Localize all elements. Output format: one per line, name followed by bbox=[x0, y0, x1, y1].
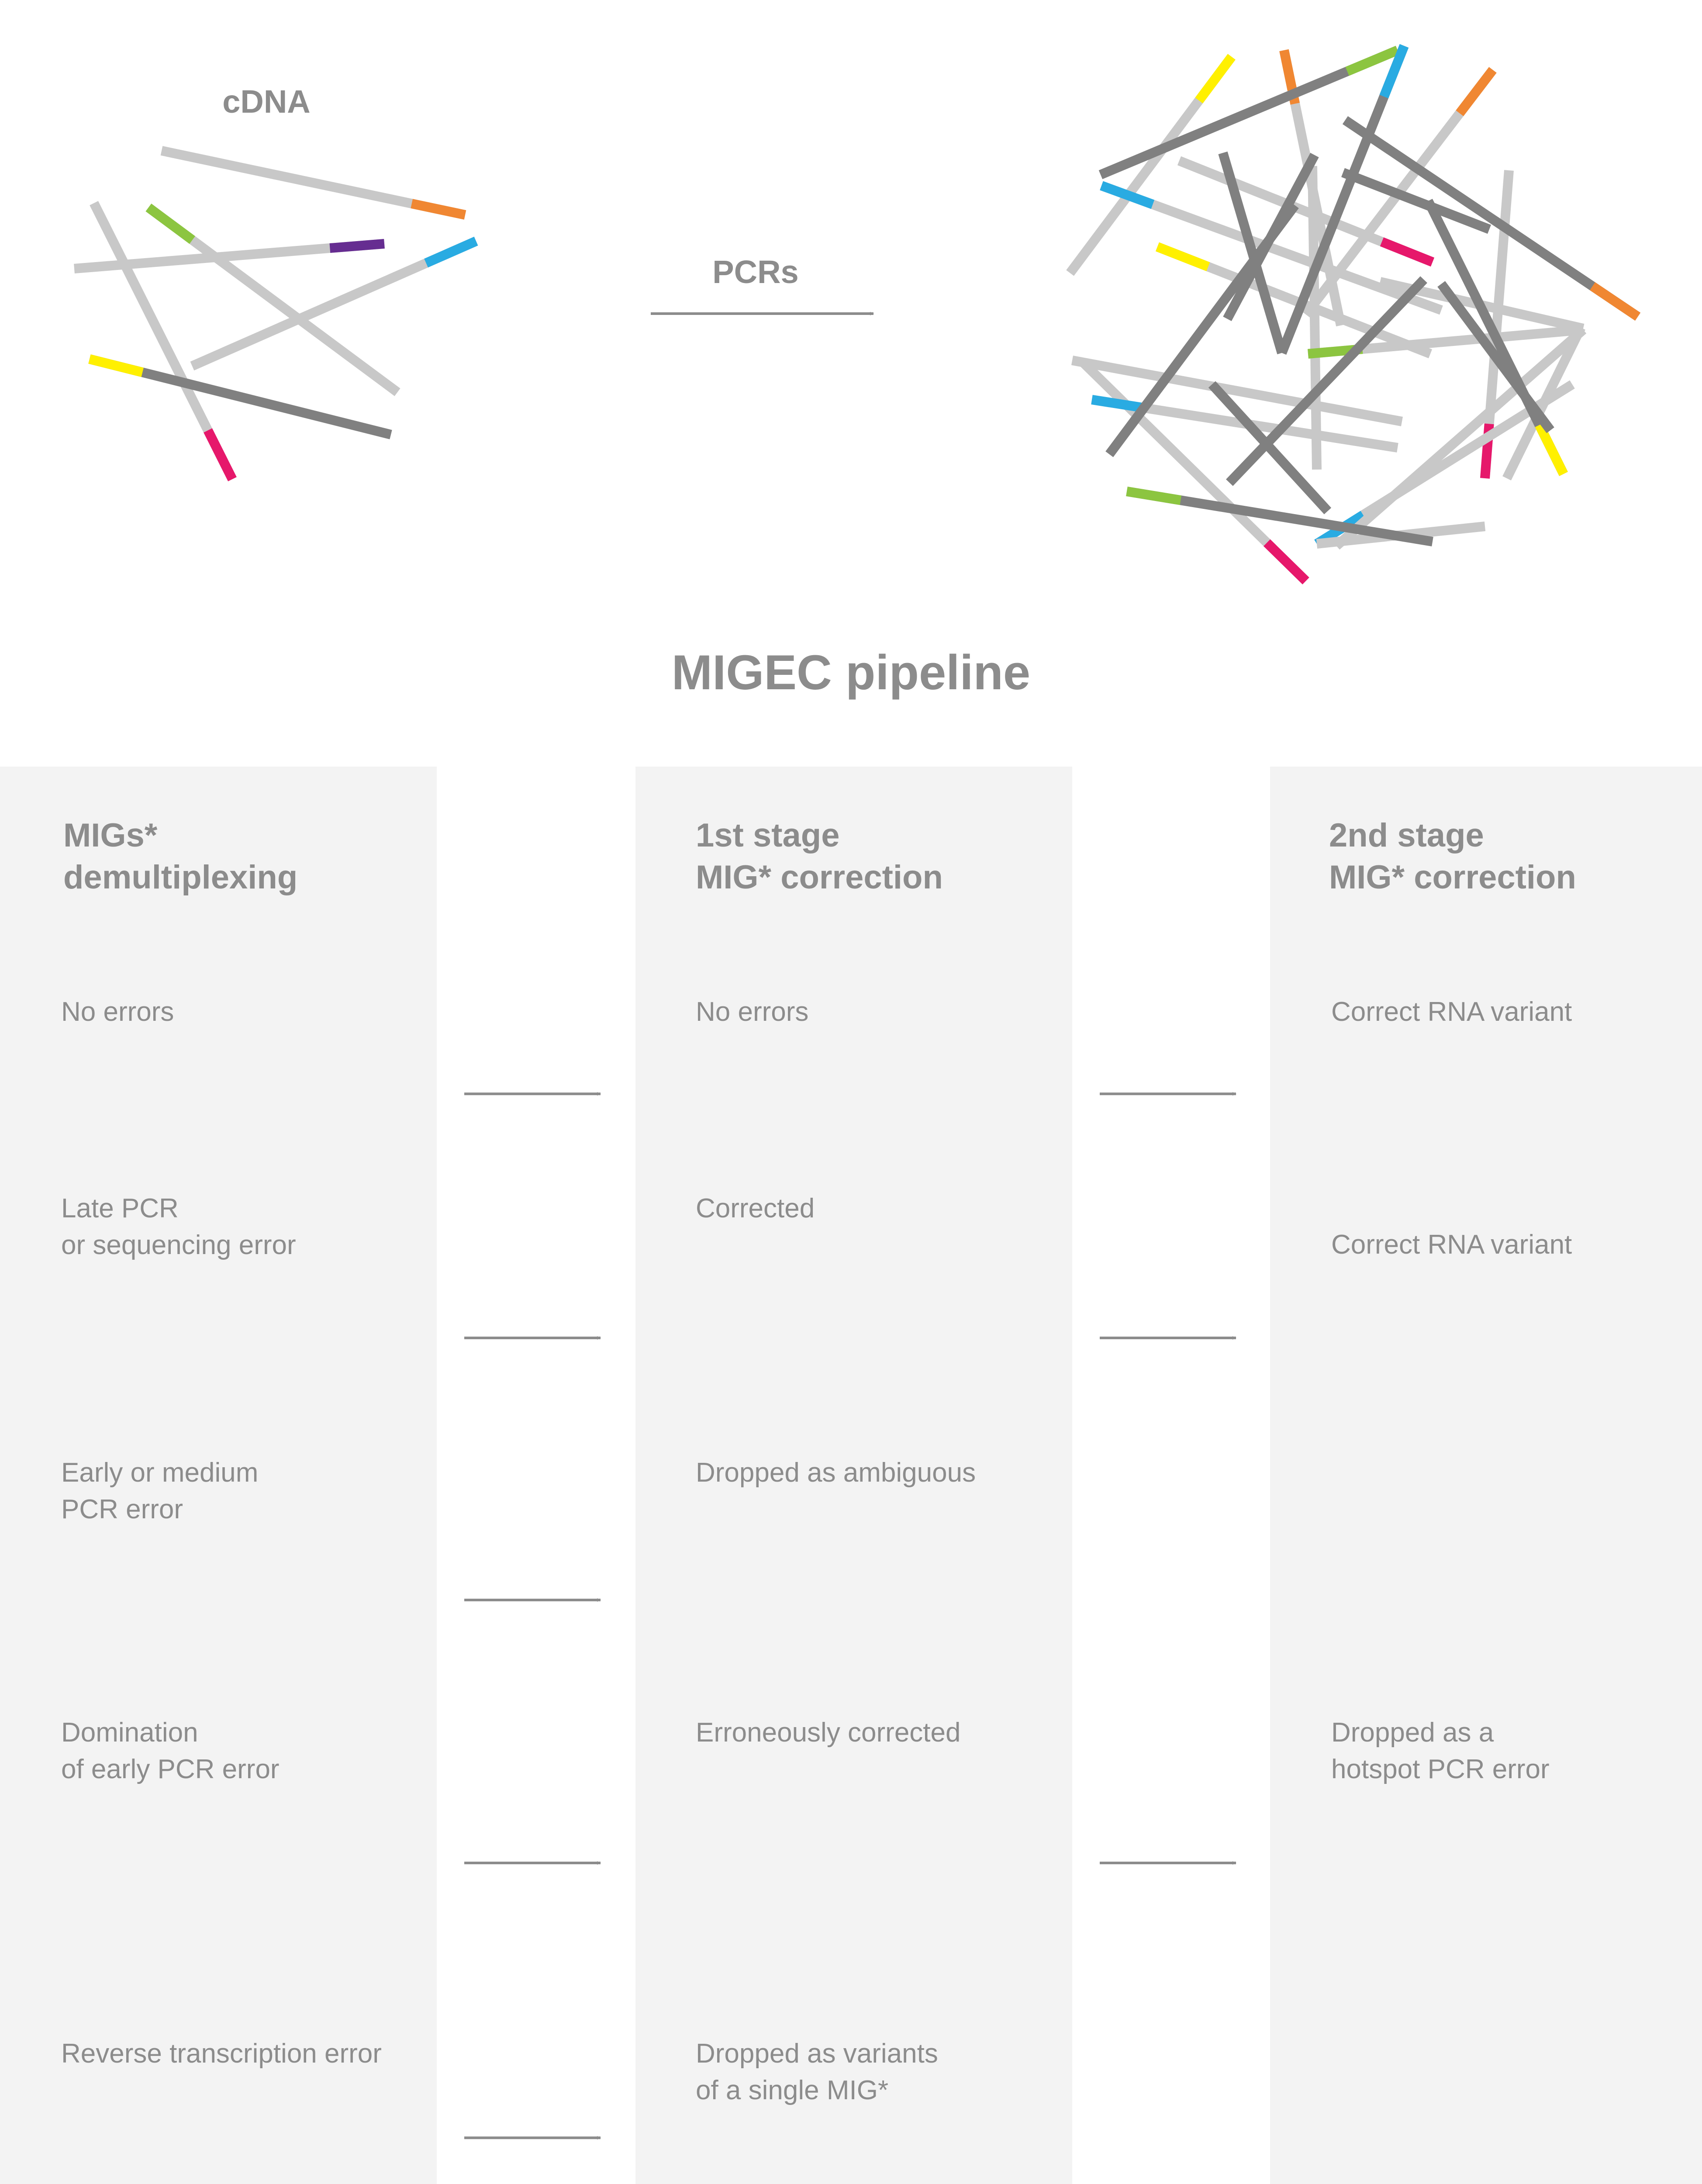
molecule bbox=[1218, 151, 1287, 355]
panel-demultiplexing bbox=[0, 767, 437, 2184]
molecule bbox=[1333, 326, 1587, 550]
molecule-tag bbox=[1535, 423, 1568, 476]
molecule bbox=[1223, 152, 1319, 321]
stage2-label: Correct RNA variant bbox=[1331, 1230, 1572, 1260]
stage1-label: Dropped as ambiguous bbox=[696, 1458, 976, 1488]
molecule-tag bbox=[1264, 539, 1309, 584]
molecule-tag bbox=[1091, 395, 1147, 413]
molecule bbox=[1226, 276, 1427, 486]
molecule-tag bbox=[204, 428, 237, 481]
molecule-tag bbox=[1590, 282, 1641, 321]
amplified-molecules bbox=[1066, 44, 1641, 584]
cdna-label: cDNA bbox=[222, 83, 311, 120]
stage1-label: Corrected bbox=[696, 1193, 815, 1223]
molecule bbox=[1437, 281, 1554, 433]
molecule-tag bbox=[411, 199, 466, 220]
molecule bbox=[1277, 44, 1409, 355]
molecule bbox=[1208, 381, 1332, 515]
heading-demultiplexing: MIGs* demultiplexing bbox=[63, 817, 298, 896]
molecule-tag bbox=[1345, 45, 1400, 76]
molecule bbox=[1308, 166, 1322, 470]
molecule bbox=[1342, 116, 1641, 321]
molecule bbox=[1341, 168, 1491, 234]
stage1-label: No errors bbox=[696, 997, 809, 1027]
demux-label: Late PCR or sequencing error bbox=[61, 1193, 296, 1260]
molecule-tag bbox=[1380, 237, 1435, 267]
demux-label: Early or medium PCR error bbox=[61, 1458, 259, 1524]
heading-stage1: 1st stage MIG* correction bbox=[696, 817, 943, 896]
pcr-label: PCRs bbox=[712, 254, 799, 290]
molecule-tag bbox=[1456, 67, 1497, 116]
molecule-tag bbox=[145, 204, 195, 244]
molecule bbox=[1071, 356, 1403, 426]
demux-label: Reverse transcription error bbox=[61, 2039, 382, 2069]
molecule-tag bbox=[329, 239, 385, 253]
cdna-molecules bbox=[74, 146, 478, 481]
molecule-tag bbox=[1379, 44, 1409, 99]
stage1-label: Erroneously corrected bbox=[696, 1717, 961, 1748]
panel-stage1 bbox=[635, 767, 1072, 2184]
molecule bbox=[1100, 181, 1443, 315]
molecule-tag bbox=[424, 236, 478, 268]
stage2-label: Dropped as a hotspot PCR error bbox=[1331, 1717, 1550, 1784]
panel-stage2 bbox=[1270, 767, 1702, 2184]
molecule-tag bbox=[1155, 242, 1210, 271]
stage2-label: Correct RNA variant bbox=[1331, 997, 1572, 1027]
demux-label: No errors bbox=[61, 997, 174, 1027]
demux-label: Domination of early PCR error bbox=[61, 1717, 280, 1784]
stage1-label: Dropped as variants of a single MIG* bbox=[696, 2039, 938, 2105]
heading-stage2: 2nd stage MIG* correction bbox=[1329, 817, 1576, 896]
molecule-tag bbox=[1100, 181, 1155, 209]
pipeline-title: MIGEC pipeline bbox=[671, 645, 1031, 700]
molecule-tag bbox=[1195, 54, 1236, 104]
molecule-tag bbox=[88, 354, 144, 377]
molecule-tag bbox=[1126, 487, 1182, 505]
